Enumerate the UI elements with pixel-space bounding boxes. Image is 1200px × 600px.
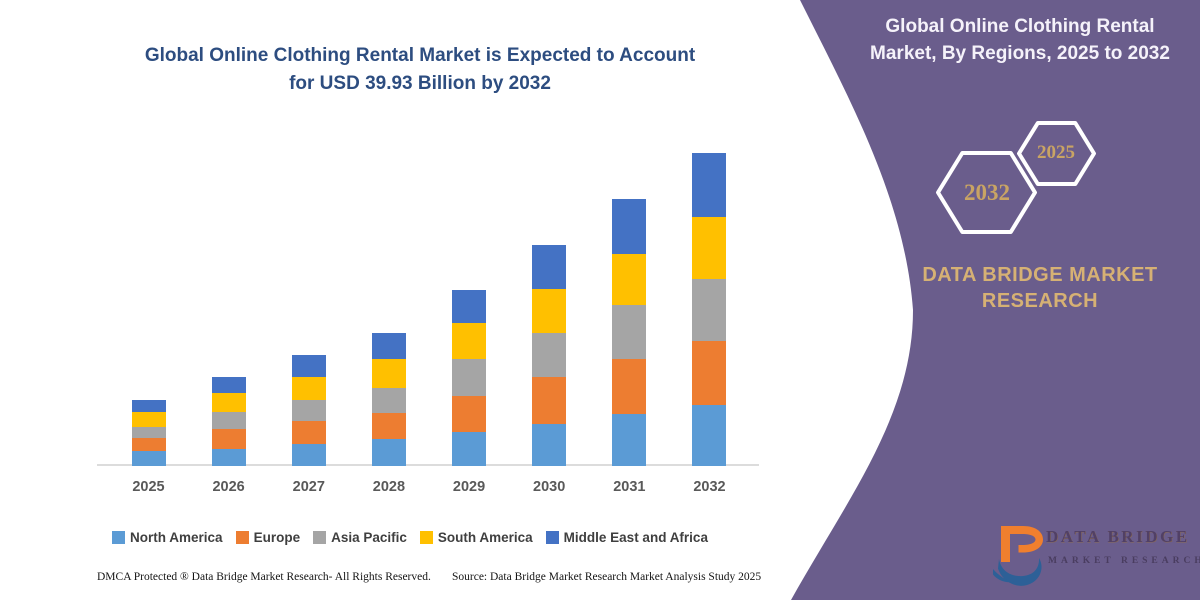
chart-title-line1: Global Online Clothing Rental Market is … — [144, 45, 696, 66]
hexagon-year-2025: 2025 — [1037, 142, 1075, 163]
logo-swoosh — [998, 558, 1042, 586]
logo-text-data-bridge: DATA BRIDGE — [1046, 527, 1190, 546]
x-axis-line — [97, 464, 759, 466]
bar-segment-2030-europe — [532, 377, 567, 424]
bar-segment-2029-middle-east-and-africa — [452, 290, 487, 324]
bar-2031 — [612, 199, 647, 466]
bar-segment-2029-north-america — [452, 432, 487, 466]
bar-segment-2025-asia-pacific — [131, 426, 166, 438]
legend: North America Europe Asia Pacific South Ame… — [55, 530, 765, 545]
dmca-notice: DMCA Protected ® Data Bridge Market Rese… — [97, 571, 431, 583]
brand-wordmark-line1: DATA BRIDGE MARKET — [922, 264, 1158, 286]
bar-segment-2027-asia-pacific — [291, 400, 326, 422]
bar-segment-2028-south-america — [371, 359, 406, 388]
bar-segment-2028-middle-east-and-africa — [371, 332, 406, 360]
legend-swatch-icon — [112, 531, 126, 544]
x-tick-2027: 2027 — [292, 479, 325, 495]
bar-segment-2032-north-america — [692, 404, 727, 466]
panel-title-line1: Global Online Clothing Rental — [885, 16, 1155, 37]
bar-segment-2032-middle-east-and-africa — [692, 153, 727, 217]
bar-segment-2029-south-america — [452, 323, 487, 360]
bar-segment-2025-middle-east-and-africa — [131, 400, 166, 412]
bar-2027 — [291, 354, 326, 466]
legend-item-middle-east-and-africa: Middle East and Africa — [545, 530, 708, 545]
bar-segment-2028-north-america — [371, 439, 406, 466]
bar-segment-2026-middle-east-and-africa — [211, 376, 246, 394]
bar-segment-2032-europe — [692, 340, 727, 405]
bar-segment-2028-asia-pacific — [371, 387, 406, 413]
bar-segment-2031-europe — [612, 359, 647, 415]
legend-label: Asia Pacific — [331, 530, 407, 545]
bar-segment-2026-europe — [211, 429, 246, 449]
x-tick-2026: 2026 — [212, 479, 245, 495]
logo-b-stem — [1001, 526, 1010, 562]
legend-label: Europe — [253, 530, 301, 545]
hexagon-2032-outline-icon — [936, 151, 1037, 234]
x-tick-2025: 2025 — [132, 479, 165, 495]
panel-title-line2: Market, By Regions, 2025 to 2032 — [870, 43, 1170, 64]
bar-segment-2030-middle-east-and-africa — [532, 244, 567, 289]
legend-swatch-icon — [313, 531, 327, 544]
bar-segment-2027-middle-east-and-africa — [291, 354, 326, 378]
data-bridge-logo-icon — [993, 526, 1043, 586]
bar-segment-2031-middle-east-and-africa — [612, 199, 647, 254]
x-tick-2030: 2030 — [533, 479, 566, 495]
bar-2030 — [532, 244, 567, 466]
bar-segment-2025-europe — [131, 437, 166, 452]
legend-swatch-icon — [235, 531, 249, 544]
bar-2026 — [211, 376, 246, 466]
legend-label: Middle East and Africa — [563, 530, 708, 545]
hexagon-2025-outline-icon — [1017, 121, 1096, 186]
logo-b-bowl — [1010, 526, 1043, 553]
bar-segment-2026-north-america — [211, 448, 246, 466]
legend-item-asia-pacific: Asia Pacific — [313, 530, 407, 545]
bar-segment-2029-europe — [452, 396, 487, 433]
legend-item-europe: Europe — [235, 530, 301, 545]
legend-swatch-icon — [545, 531, 559, 544]
hexagon-year-2032: 2032 — [964, 180, 1010, 205]
x-tick-2029: 2029 — [452, 479, 486, 495]
panel-title: Global Online Clothing Rental Market, By… — [850, 13, 1190, 67]
x-tick-2028: 2028 — [372, 479, 406, 495]
bar-segment-2026-south-america — [211, 393, 246, 413]
bar-2029 — [452, 290, 487, 466]
bar-segment-2026-asia-pacific — [211, 412, 246, 430]
bar-segment-2025-south-america — [131, 411, 166, 427]
bar-segment-2032-south-america — [692, 216, 727, 280]
bar-segment-2031-asia-pacific — [612, 304, 647, 360]
bar-segment-2027-europe — [291, 421, 326, 444]
hexagon-badges — [936, 121, 1096, 234]
bar-segment-2028-europe — [371, 412, 406, 440]
source-note: Source: Data Bridge Market Research Mark… — [452, 571, 762, 583]
chart-title-line2: for USD 39.93 Billion by 2032 — [289, 73, 551, 94]
legend-label: North America — [130, 530, 223, 545]
bar-segment-2030-asia-pacific — [532, 332, 567, 378]
bar-segment-2030-south-america — [532, 288, 567, 333]
legend-item-north-america: North America — [112, 530, 223, 545]
bar-2025 — [131, 400, 166, 466]
chart-title: Global Online Clothing Rental Market is … — [20, 42, 820, 98]
logo-text-market-research: MARKET RESEARCH — [1048, 556, 1200, 566]
bar-segment-2031-north-america — [612, 414, 647, 466]
bar-segment-2030-north-america — [532, 423, 567, 466]
legend-item-south-america: South America — [419, 530, 533, 545]
bar-segment-2029-asia-pacific — [452, 359, 487, 397]
x-tick-2031: 2031 — [613, 479, 646, 495]
bar-2028 — [371, 332, 406, 466]
brand-wordmark-line2: RESEARCH — [981, 290, 1099, 312]
legend-swatch-icon — [419, 531, 433, 544]
bar-segment-2031-south-america — [612, 253, 647, 305]
logo-swoosh-tail — [993, 569, 1014, 583]
bar-segment-2027-north-america — [291, 444, 326, 466]
legend-label: South America — [437, 530, 533, 545]
bar-segment-2025-north-america — [131, 451, 166, 466]
bar-segment-2027-south-america — [291, 377, 326, 401]
x-tick-2032: 2032 — [693, 479, 726, 495]
brand-wordmark: DATA BRIDGE MARKET RESEARCH — [900, 262, 1180, 314]
bar-segment-2032-asia-pacific — [692, 279, 727, 341]
bar-2032 — [692, 153, 727, 466]
